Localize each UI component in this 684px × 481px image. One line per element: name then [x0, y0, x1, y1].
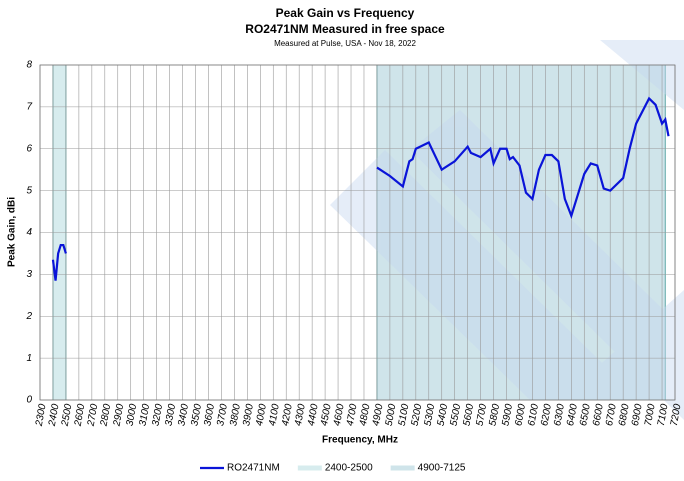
x-tick-label: 2300	[34, 403, 49, 428]
x-tick-label: 6800	[617, 403, 632, 427]
y-tick-label: 8	[26, 60, 32, 71]
x-axis-label: Frequency, MHz	[322, 435, 398, 446]
x-tick-label: 3500	[189, 403, 204, 427]
x-tick-label: 7200	[669, 403, 684, 427]
chart-note: Measured at Pulse, USA - Nov 18, 2022	[274, 39, 416, 48]
chart-title: Peak Gain vs Frequency	[276, 6, 415, 20]
legend-label: RO2471NM	[227, 463, 280, 474]
x-tick-label: 5500	[449, 403, 464, 427]
x-tick-label: 5700	[474, 403, 489, 427]
x-tick-label: 4000	[254, 403, 269, 427]
y-tick-label: 4	[26, 227, 32, 238]
x-tick-label: 4800	[358, 403, 373, 427]
x-tick-label: 2800	[98, 403, 113, 428]
x-tick-label: 7100	[656, 403, 671, 427]
x-tick-label: 4700	[345, 403, 360, 427]
x-tick-label: 5600	[462, 403, 477, 427]
x-tick-label: 4900	[371, 403, 386, 427]
x-tick-label: 6600	[591, 403, 606, 427]
legend-label: 2400-2500	[325, 463, 373, 474]
watermark	[330, 40, 684, 420]
x-tick-label: 6500	[578, 403, 593, 427]
x-tick-label: 6200	[539, 403, 554, 427]
watermark-stripe	[330, 150, 640, 400]
legend-swatch	[390, 465, 415, 471]
y-tick-label: 5	[26, 185, 32, 196]
plot-border	[39, 64, 676, 401]
watermark-stripe	[560, 290, 684, 400]
y-axis-label: Peak Gain, dBi	[7, 197, 18, 267]
x-tick-label: 4400	[306, 403, 321, 427]
x-tick-label: 5200	[410, 403, 425, 427]
x-tick-label: 3200	[150, 403, 165, 427]
x-tick-label: 2900	[111, 403, 126, 428]
x-tick-label: 4100	[267, 403, 282, 427]
y-tick-label: 3	[26, 269, 32, 280]
x-tick-label: 5900	[500, 403, 515, 427]
x-tick-label: 3100	[138, 403, 153, 427]
x-tick-label: 6900	[630, 403, 645, 427]
x-tick-label: 4300	[293, 403, 308, 427]
x-tick-label: 3600	[202, 403, 217, 427]
y-tick-label: 7	[26, 102, 32, 113]
legend-swatch	[297, 465, 322, 471]
x-tick-label: 2400	[47, 403, 62, 428]
x-tick-label: 6100	[526, 403, 541, 427]
y-tick-label: 0	[26, 395, 32, 406]
y-tick-label: 1	[26, 353, 32, 364]
series-line	[51, 96, 670, 281]
x-tick-label: 5400	[436, 403, 451, 427]
x-tick-label: 3700	[215, 403, 230, 427]
x-tick-label: 7000	[643, 403, 658, 427]
x-tick-label: 5300	[423, 403, 438, 427]
x-tick-label: 3800	[228, 403, 243, 427]
x-tick-label: 6300	[552, 403, 567, 427]
x-tick-label: 2600	[73, 403, 88, 428]
watermark-stripe	[410, 110, 684, 420]
x-tick-label: 3400	[176, 403, 191, 427]
x-tick-label: 5000	[384, 403, 399, 427]
x-tick-label: 3900	[241, 403, 256, 427]
x-tick-label: 4500	[319, 403, 334, 427]
x-tick-label: 6700	[604, 403, 619, 427]
x-tick-label: 4200	[280, 403, 295, 427]
x-tick-label: 5100	[397, 403, 412, 427]
y-tick-label: 6	[26, 143, 32, 154]
x-tick-label: 6000	[513, 403, 528, 427]
y-tick-label: 2	[25, 311, 32, 322]
x-tick-label: 3000	[125, 403, 140, 427]
x-tick-label: 4600	[332, 403, 347, 427]
x-tick-label: 2500	[60, 403, 75, 428]
x-tick-label: 5800	[487, 403, 502, 427]
x-tick-label: 2700	[86, 403, 101, 428]
x-tick-label: 6400	[565, 403, 580, 427]
legend-label: 4900-7125	[418, 463, 466, 474]
chart-subtitle: RO2471NM Measured in free space	[245, 22, 445, 36]
watermark-stripe	[600, 40, 684, 110]
x-tick-label: 3300	[163, 403, 178, 427]
